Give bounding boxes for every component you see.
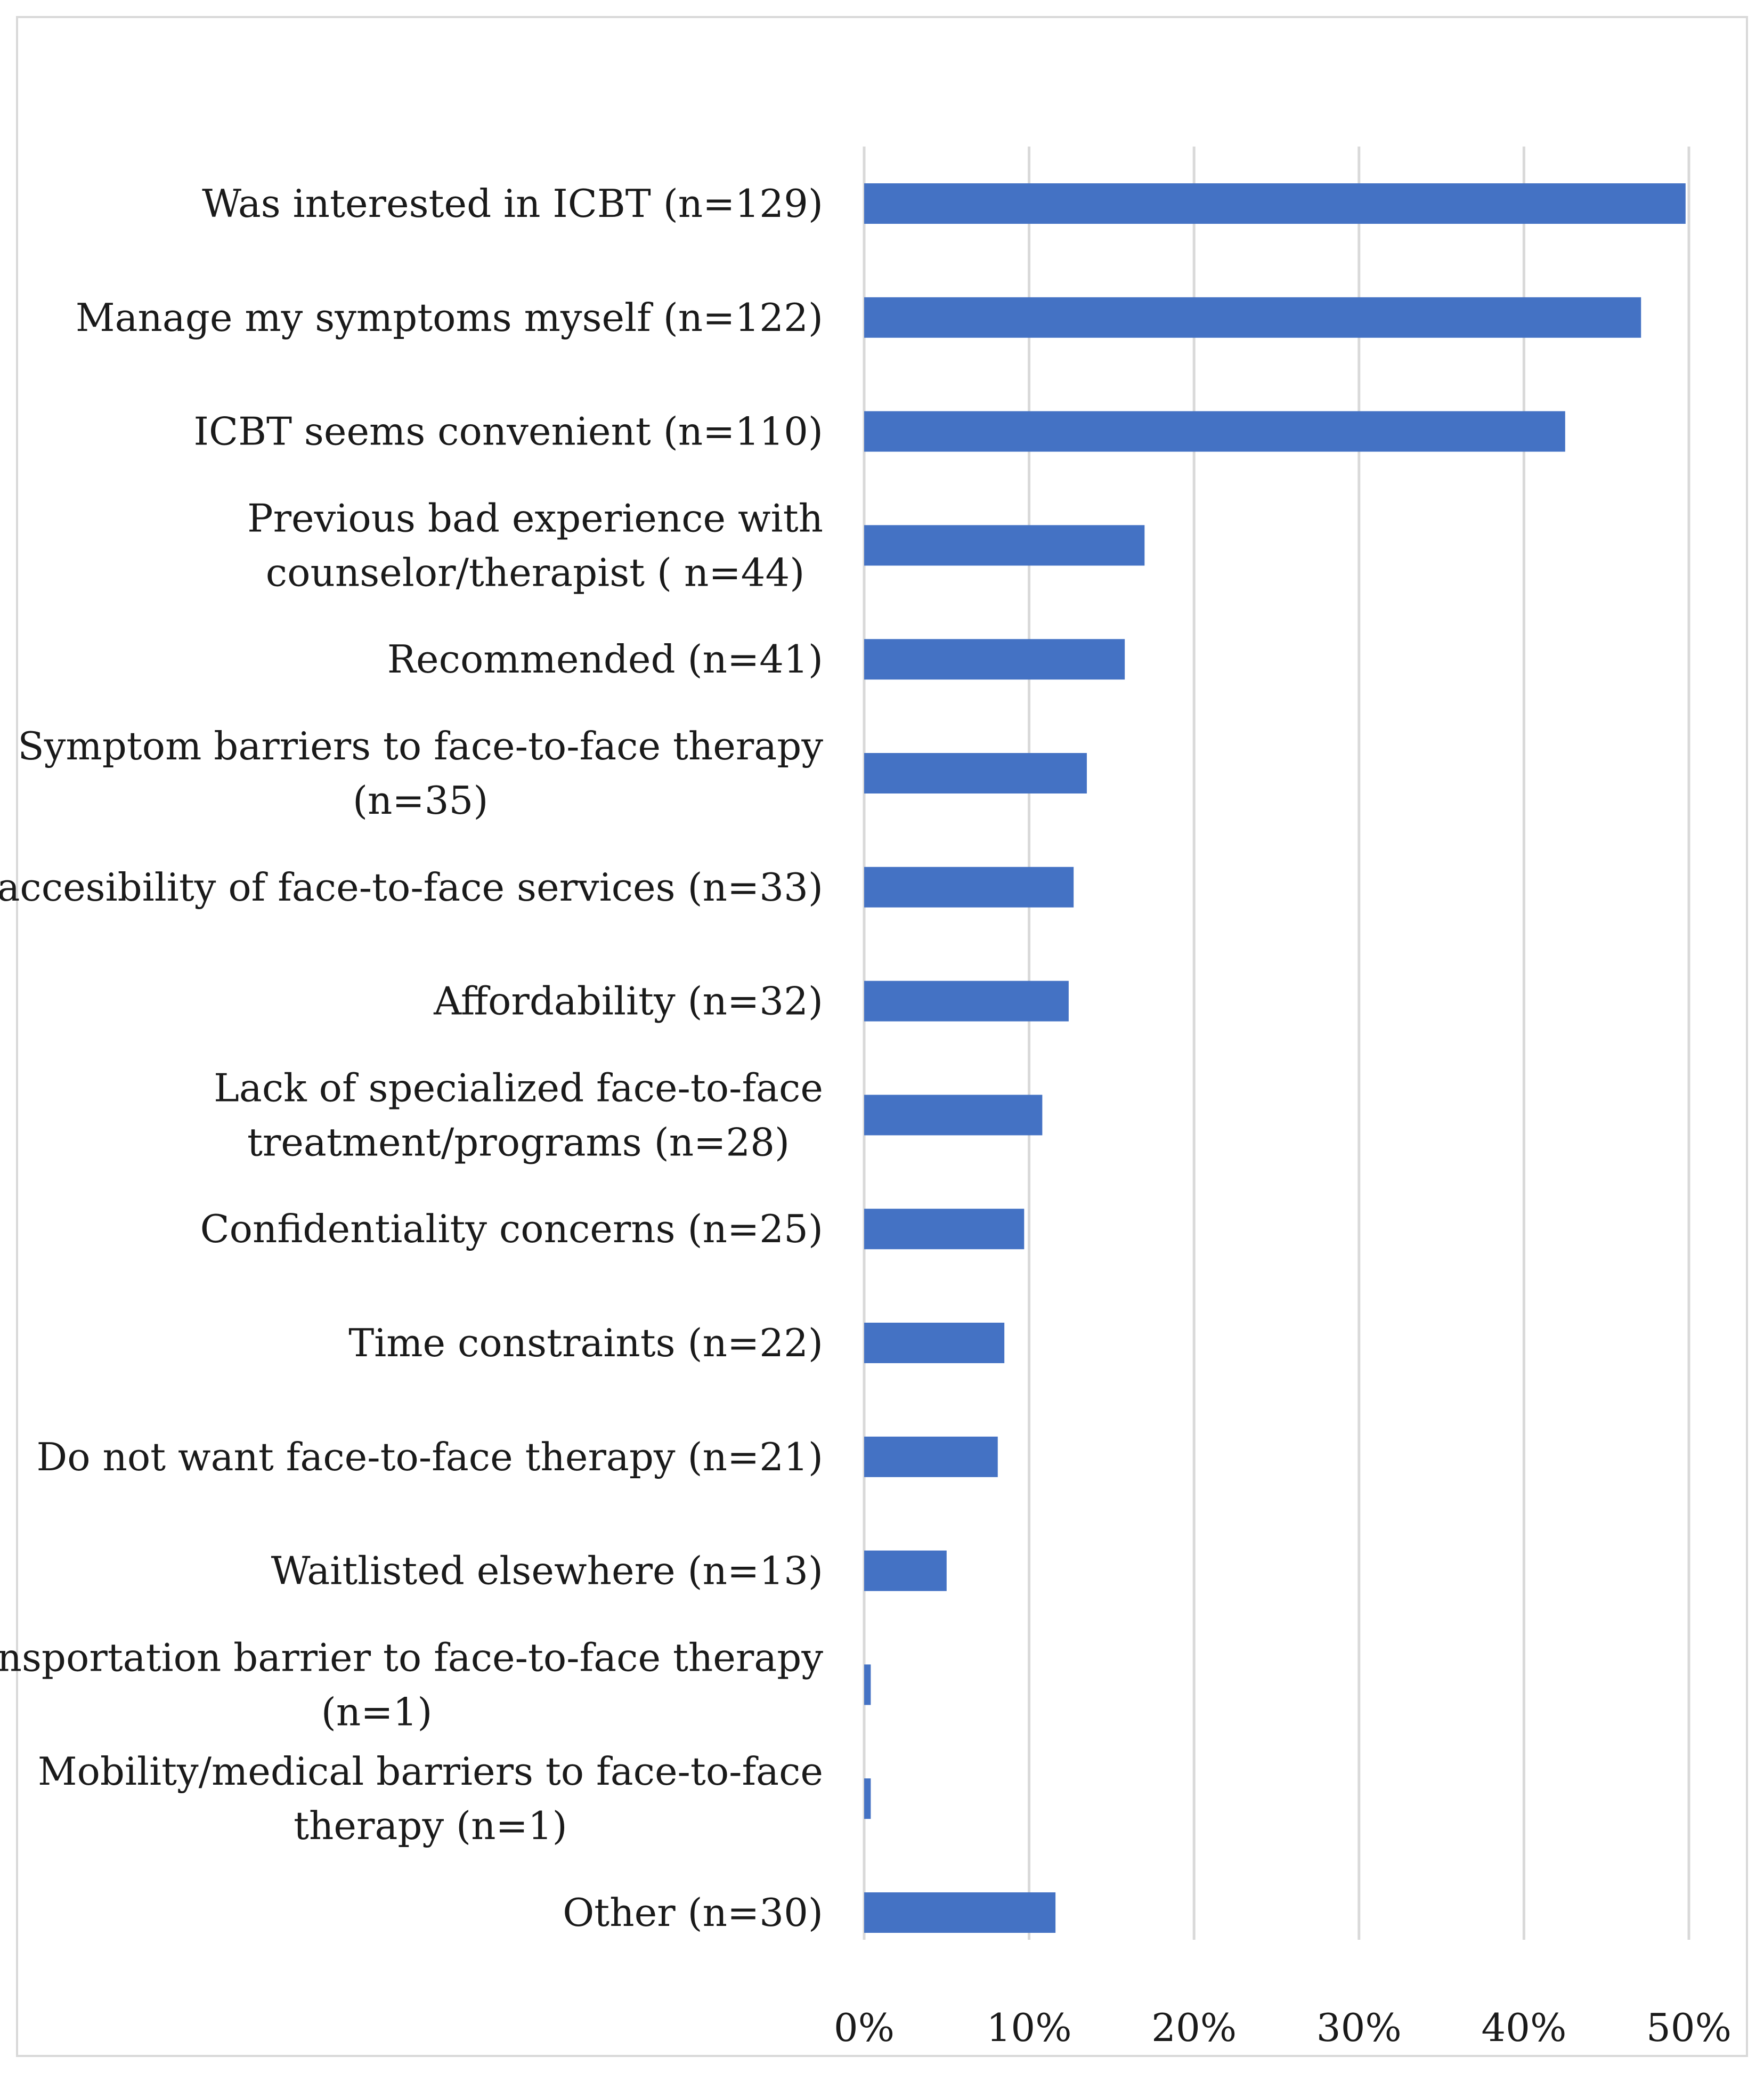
bar [864,525,1145,566]
bar [864,1892,1056,1933]
category-label: Previous bad experience with counselor/th… [247,496,823,595]
x-tick-label: 40% [1481,2005,1566,2050]
category-label: Do not want face-to-face therapy (n=21) [37,1435,824,1479]
bar [864,1323,1005,1363]
category-label: Affordability (n=32) [433,979,823,1024]
category-label-line: counselor/therapist ( n=44) [266,550,805,595]
category-label: ICBT seems convenient (n=110) [194,409,823,454]
category-label-line: Inaccesibility of face-to-face services … [0,865,823,910]
bar [864,1095,1043,1136]
category-label-line: Confidentiality concerns (n=25) [200,1206,823,1251]
category-label: Symptom barriers to face-to-face therapy… [18,724,823,823]
x-tick-label: 50% [1646,2005,1732,2050]
category-label: Mobility/medical barriers to face-to-fac… [38,1749,823,1848]
category-label-line: Waitlisted elsewhere (n=13) [271,1549,823,1593]
category-label-line: Previous bad experience with [247,496,823,540]
category-label-line: therapy (n=1) [294,1803,567,1848]
category-label-line: Transportation barrier to face-to-face t… [0,1635,823,1680]
category-label: Was interested in ICBT (n=129) [202,181,823,226]
bar [864,867,1074,908]
x-tick-label: 10% [987,2005,1072,2050]
bar [864,411,1565,452]
x-tick-label: 0% [834,2005,895,2050]
category-label-line: (n=1) [321,1689,433,1734]
category-label-line: Was interested in ICBT (n=129) [202,181,823,226]
chart-frame [16,16,1748,2057]
category-label: Waitlisted elsewhere (n=13) [271,1549,823,1593]
bar [864,1209,1025,1250]
bar [864,1778,871,1819]
bar [864,183,1686,224]
x-tick-label: 20% [1151,2005,1237,2050]
category-label-line: Other (n=30) [563,1890,823,1935]
category-label-line: Mobility/medical barriers to face-to-fac… [38,1749,823,1794]
category-label-line: Time constraints (n=22) [348,1321,823,1365]
category-label: Time constraints (n=22) [348,1321,823,1365]
category-label: Inaccesibility of face-to-face services … [0,865,823,910]
category-label-line: Affordability (n=32) [433,979,823,1024]
category-label: Confidentiality concerns (n=25) [200,1206,823,1251]
category-label-line: Symptom barriers to face-to-face therapy [18,724,823,768]
bar [864,1436,998,1477]
category-label-line: Recommended (n=41) [387,637,823,682]
bar [864,297,1641,338]
category-label-line: Manage my symptoms myself (n=122) [76,295,823,340]
x-axis-ticks: 0% 10% 20% 30% 40% 50% [834,2005,1732,2050]
bar [864,639,1125,680]
category-label: Transportation barrier to face-to-face t… [0,1635,823,1734]
category-label: Manage my symptoms myself (n=122) [76,295,823,340]
bar [864,1550,947,1591]
category-labels: Was interested in ICBT (n=129) Manage my … [0,181,823,1935]
bar [864,1664,871,1705]
bar [864,981,1069,1022]
category-label-line: Do not want face-to-face therapy (n=21) [37,1435,824,1479]
category-label-line: ICBT seems convenient (n=110) [194,409,823,454]
category-label-line: Lack of specialized face-to-face [214,1065,823,1110]
category-label: Lack of specialized face-to-face treatmen… [214,1065,823,1164]
category-label: Other (n=30) [563,1890,823,1935]
bar [864,753,1087,793]
x-tick-label: 30% [1316,2005,1402,2050]
category-label-line: (n=35) [353,778,489,823]
category-label: Recommended (n=41) [387,637,823,682]
bar-layer [864,183,1686,1933]
category-label-line: treatment/programs (n=28) [247,1120,790,1164]
